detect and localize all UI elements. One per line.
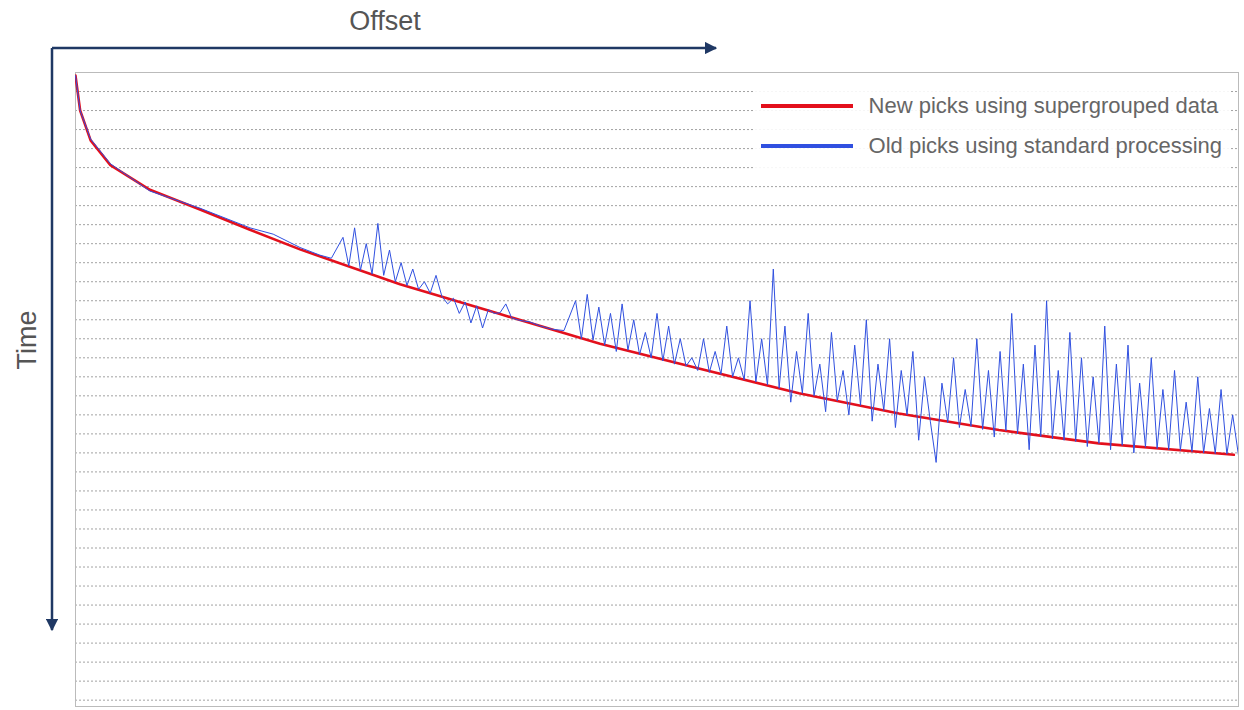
svg-text:Time: Time (12, 311, 42, 370)
html-text:New picks using supergrouped d: New picks using supergrouped data (868, 93, 1219, 118)
svg-text:Offset: Offset (349, 6, 421, 36)
html-text:Old picks using standard proce: Old picks using standard processing (868, 133, 1222, 158)
